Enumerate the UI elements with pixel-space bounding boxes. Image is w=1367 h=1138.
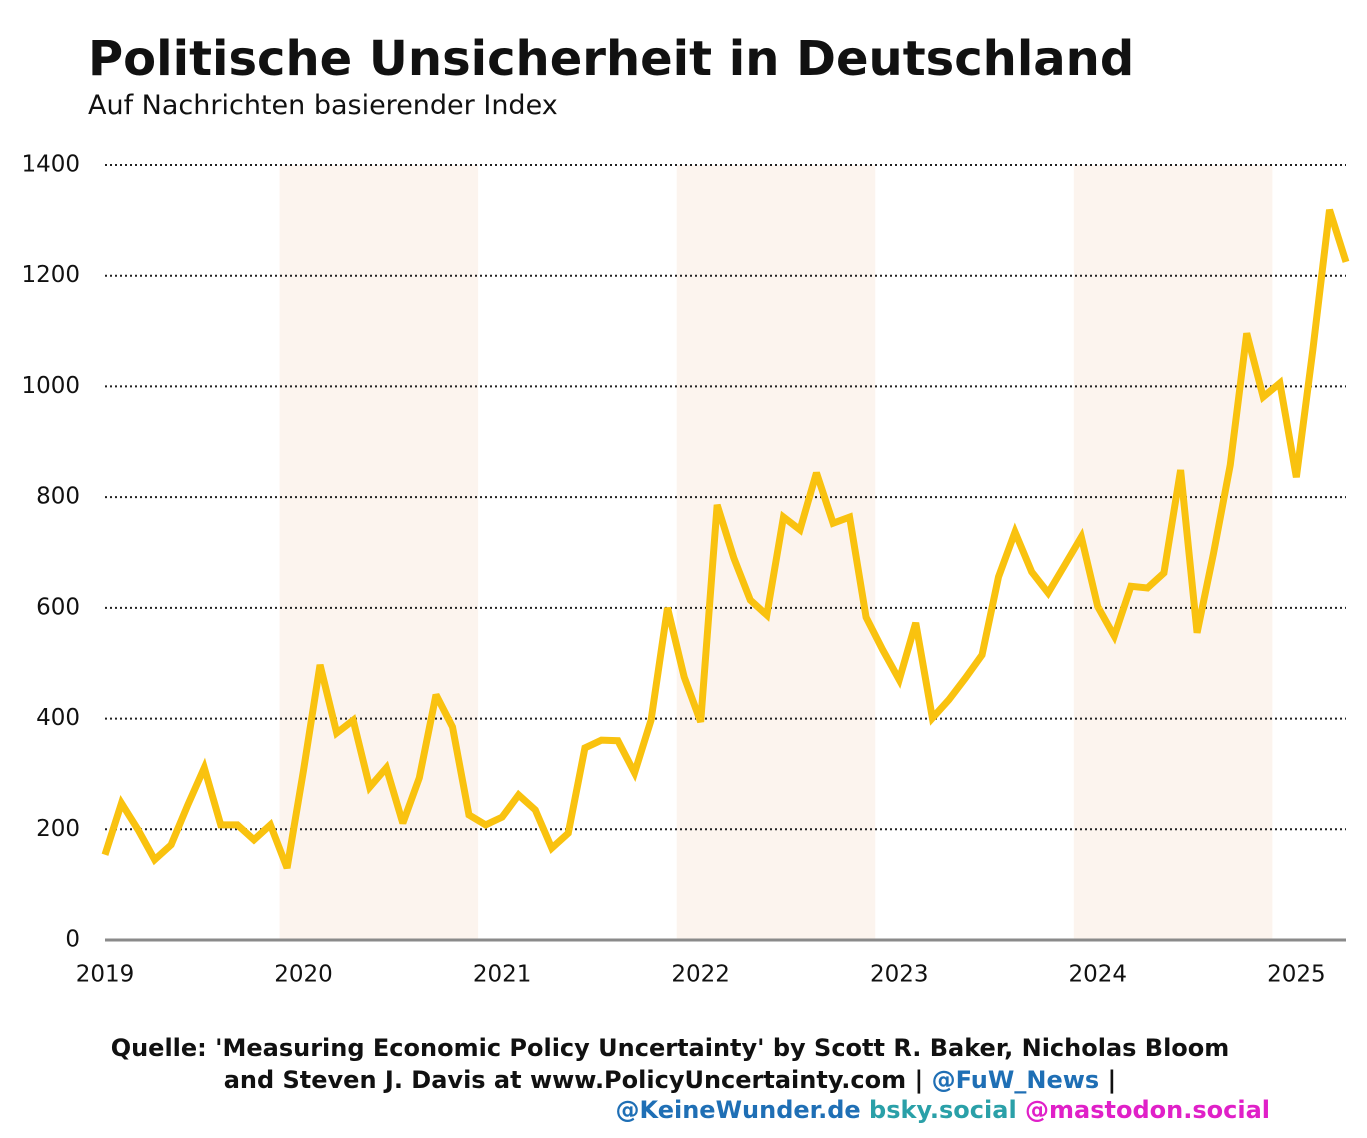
y-tick-label: 1000	[21, 373, 80, 399]
chart-subtitle: Auf Nachrichten basierender Index	[88, 90, 558, 121]
handle: @mastodon.social	[1025, 1096, 1270, 1124]
y-tick-label: 1200	[21, 262, 80, 288]
x-tick-label: 2022	[671, 962, 730, 988]
y-tick-label: 800	[36, 484, 80, 510]
y-tick-label: 1400	[21, 152, 80, 178]
x-tick-label: 2023	[870, 962, 929, 988]
separator: |	[1108, 1066, 1117, 1094]
source-line: and Steven J. Davis at www.PolicyUncerta…	[224, 1066, 1117, 1094]
x-tick-label: 2025	[1267, 962, 1326, 988]
data-line	[101, 208, 1350, 870]
x-tick-label: 2020	[274, 962, 333, 988]
handle: bsky.social	[869, 1096, 1017, 1124]
handle: @KeineWunder.de	[616, 1096, 861, 1124]
handle: @FuW_News	[932, 1066, 1100, 1094]
y-tick-label: 600	[36, 594, 80, 620]
x-tick-label: 2024	[1069, 962, 1128, 988]
source-text: and Steven J. Davis at www.PolicyUncerta…	[224, 1066, 924, 1094]
year-band	[279, 165, 479, 940]
x-tick-label: 2021	[473, 962, 532, 988]
chart-title: Politische Unsicherheit in Deutschland	[88, 31, 1134, 87]
y-tick-label: 200	[36, 816, 80, 842]
x-tick-label: 2019	[76, 962, 135, 988]
source-line: @KeineWunder.de bsky.social @mastodon.so…	[616, 1096, 1270, 1124]
y-tick-label: 400	[36, 705, 80, 731]
source-text: Quelle: 'Measuring Economic Policy Uncer…	[111, 1034, 1230, 1062]
year-band	[1073, 165, 1273, 940]
y-tick-label: 0	[65, 927, 80, 953]
source-line: Quelle: 'Measuring Economic Policy Uncer…	[111, 1034, 1230, 1062]
